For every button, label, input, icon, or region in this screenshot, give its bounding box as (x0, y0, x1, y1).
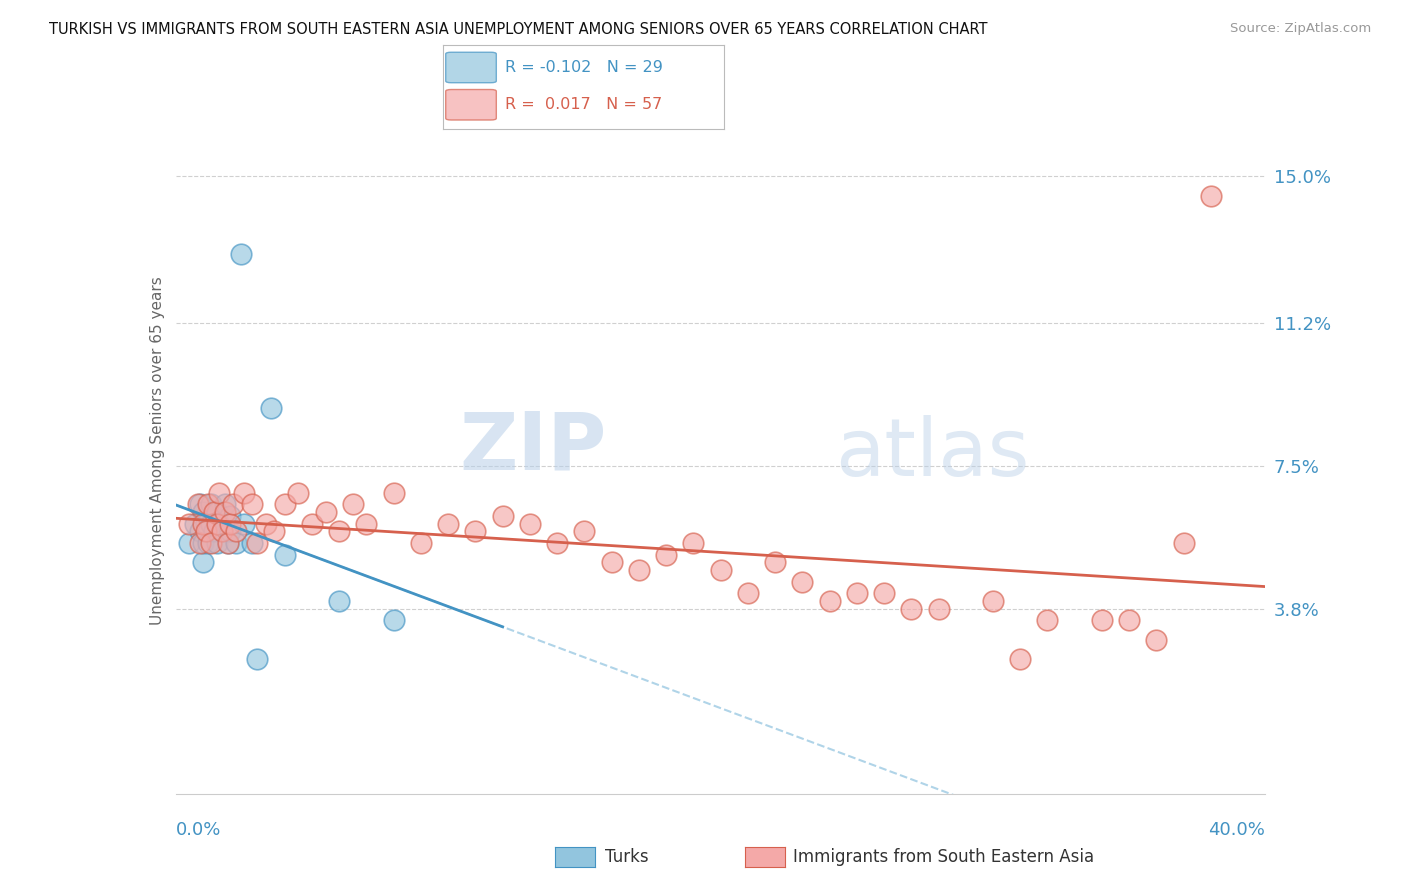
Point (655, 548, 678, 562)
Point (260, 401, 283, 415)
Point (519, 516, 541, 531)
Point (186, 498, 209, 512)
Text: ZIP: ZIP (458, 408, 606, 486)
Point (225, 536, 247, 550)
Point (464, 524, 486, 539)
Point (188, 498, 211, 512)
Point (382, 486, 405, 500)
Point (219, 524, 242, 539)
Text: TURKISH VS IMMIGRANTS FROM SOUTH EASTERN ASIA UNEMPLOYMENT AMONG SENIORS OVER 65: TURKISH VS IMMIGRANTS FROM SOUTH EASTERN… (49, 22, 987, 37)
Point (194, 516, 217, 531)
FancyBboxPatch shape (446, 89, 496, 120)
Point (179, 516, 201, 531)
Text: Source: ZipAtlas.com: Source: ZipAtlas.com (1230, 22, 1371, 36)
Point (217, 536, 239, 550)
Point (546, 536, 568, 550)
Point (737, 586, 759, 600)
Point (900, 601, 922, 615)
Point (217, 536, 239, 550)
Point (328, 524, 350, 539)
Point (191, 536, 214, 550)
Point (232, 516, 254, 531)
Point (492, 509, 515, 524)
Point (194, 524, 217, 539)
Point (211, 524, 233, 539)
Point (328, 594, 350, 608)
Point (356, 516, 378, 531)
Point (1010, 652, 1032, 666)
Point (981, 594, 1004, 608)
Text: R = -0.102   N = 29: R = -0.102 N = 29 (505, 60, 662, 75)
Point (437, 516, 460, 531)
Point (197, 536, 219, 550)
Point (214, 498, 236, 512)
Text: Turks: Turks (605, 848, 648, 866)
Point (574, 524, 596, 539)
Point (1199, 188, 1222, 202)
Point (382, 613, 405, 627)
Point (188, 536, 211, 550)
Point (342, 498, 364, 512)
Text: R =  0.017   N = 57: R = 0.017 N = 57 (505, 97, 662, 112)
Point (208, 486, 231, 500)
Point (682, 536, 704, 550)
Point (231, 246, 253, 260)
Point (191, 516, 214, 531)
Point (315, 505, 337, 519)
Point (211, 524, 233, 539)
Point (200, 516, 222, 531)
Point (287, 486, 309, 500)
Point (845, 586, 868, 600)
Point (191, 555, 214, 569)
Point (763, 555, 786, 569)
FancyBboxPatch shape (446, 53, 496, 83)
Point (873, 586, 896, 600)
Point (202, 524, 225, 539)
Text: Immigrants from South Eastern Asia: Immigrants from South Eastern Asia (793, 848, 1094, 866)
Point (205, 505, 228, 519)
Point (818, 594, 841, 608)
Point (197, 498, 219, 512)
Point (710, 563, 733, 577)
Point (205, 516, 228, 531)
Point (274, 548, 297, 562)
Point (274, 498, 297, 512)
Point (1118, 613, 1140, 627)
Point (184, 516, 207, 531)
Point (263, 524, 285, 539)
Point (202, 505, 225, 519)
Point (232, 486, 254, 500)
Point (188, 524, 211, 539)
Point (928, 601, 950, 615)
Point (301, 516, 323, 531)
Point (200, 498, 222, 512)
Point (214, 505, 236, 519)
Point (191, 505, 214, 519)
Point (1144, 632, 1167, 647)
Point (1036, 613, 1059, 627)
Y-axis label: Unemployment Among Seniors over 65 years: Unemployment Among Seniors over 65 years (149, 277, 165, 624)
Point (208, 516, 231, 531)
Point (219, 509, 242, 524)
Point (205, 536, 228, 550)
Point (1091, 613, 1114, 627)
Point (792, 574, 814, 589)
Point (240, 498, 263, 512)
Point (219, 516, 242, 531)
Point (246, 652, 269, 666)
Point (179, 536, 201, 550)
Point (200, 536, 222, 550)
Point (254, 516, 277, 531)
Point (222, 498, 245, 512)
Text: atlas: atlas (835, 415, 1029, 493)
Text: 40.0%: 40.0% (1209, 822, 1265, 839)
Point (225, 524, 247, 539)
Point (627, 563, 650, 577)
Point (409, 536, 432, 550)
Text: 0.0%: 0.0% (176, 822, 221, 839)
Point (1173, 536, 1195, 550)
Point (600, 555, 623, 569)
Point (240, 536, 263, 550)
Point (246, 536, 269, 550)
